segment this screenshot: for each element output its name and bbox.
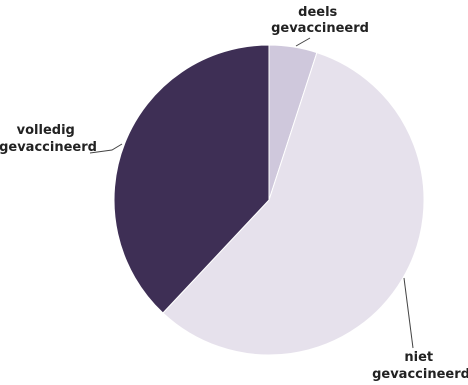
- label-niet: niet gevaccineerd: [372, 350, 468, 382]
- leader-line-volledig: [89, 143, 123, 154]
- leader-lines: [89, 37, 414, 349]
- label-volledig-line1: volledig: [17, 123, 75, 138]
- slice-volledig: [113, 44, 270, 314]
- leader-line-niet: [403, 277, 414, 349]
- slice-niet: [162, 51, 425, 356]
- leader-line-deels: [295, 37, 311, 47]
- label-deels: deels gevaccineerd: [271, 5, 369, 36]
- pie-slices: [113, 44, 425, 356]
- slice-labels: deels gevaccineerd niet gevaccineerd vol…: [0, 5, 468, 382]
- label-deels-line2: gevaccineerd: [271, 21, 369, 36]
- label-volledig: volledig gevaccineerd: [0, 123, 97, 155]
- label-niet-line1: niet: [404, 350, 433, 365]
- label-volledig-line2: gevaccineerd: [0, 140, 97, 155]
- label-deels-line1: deels: [298, 5, 337, 20]
- label-niet-line2: gevaccineerd: [372, 367, 468, 382]
